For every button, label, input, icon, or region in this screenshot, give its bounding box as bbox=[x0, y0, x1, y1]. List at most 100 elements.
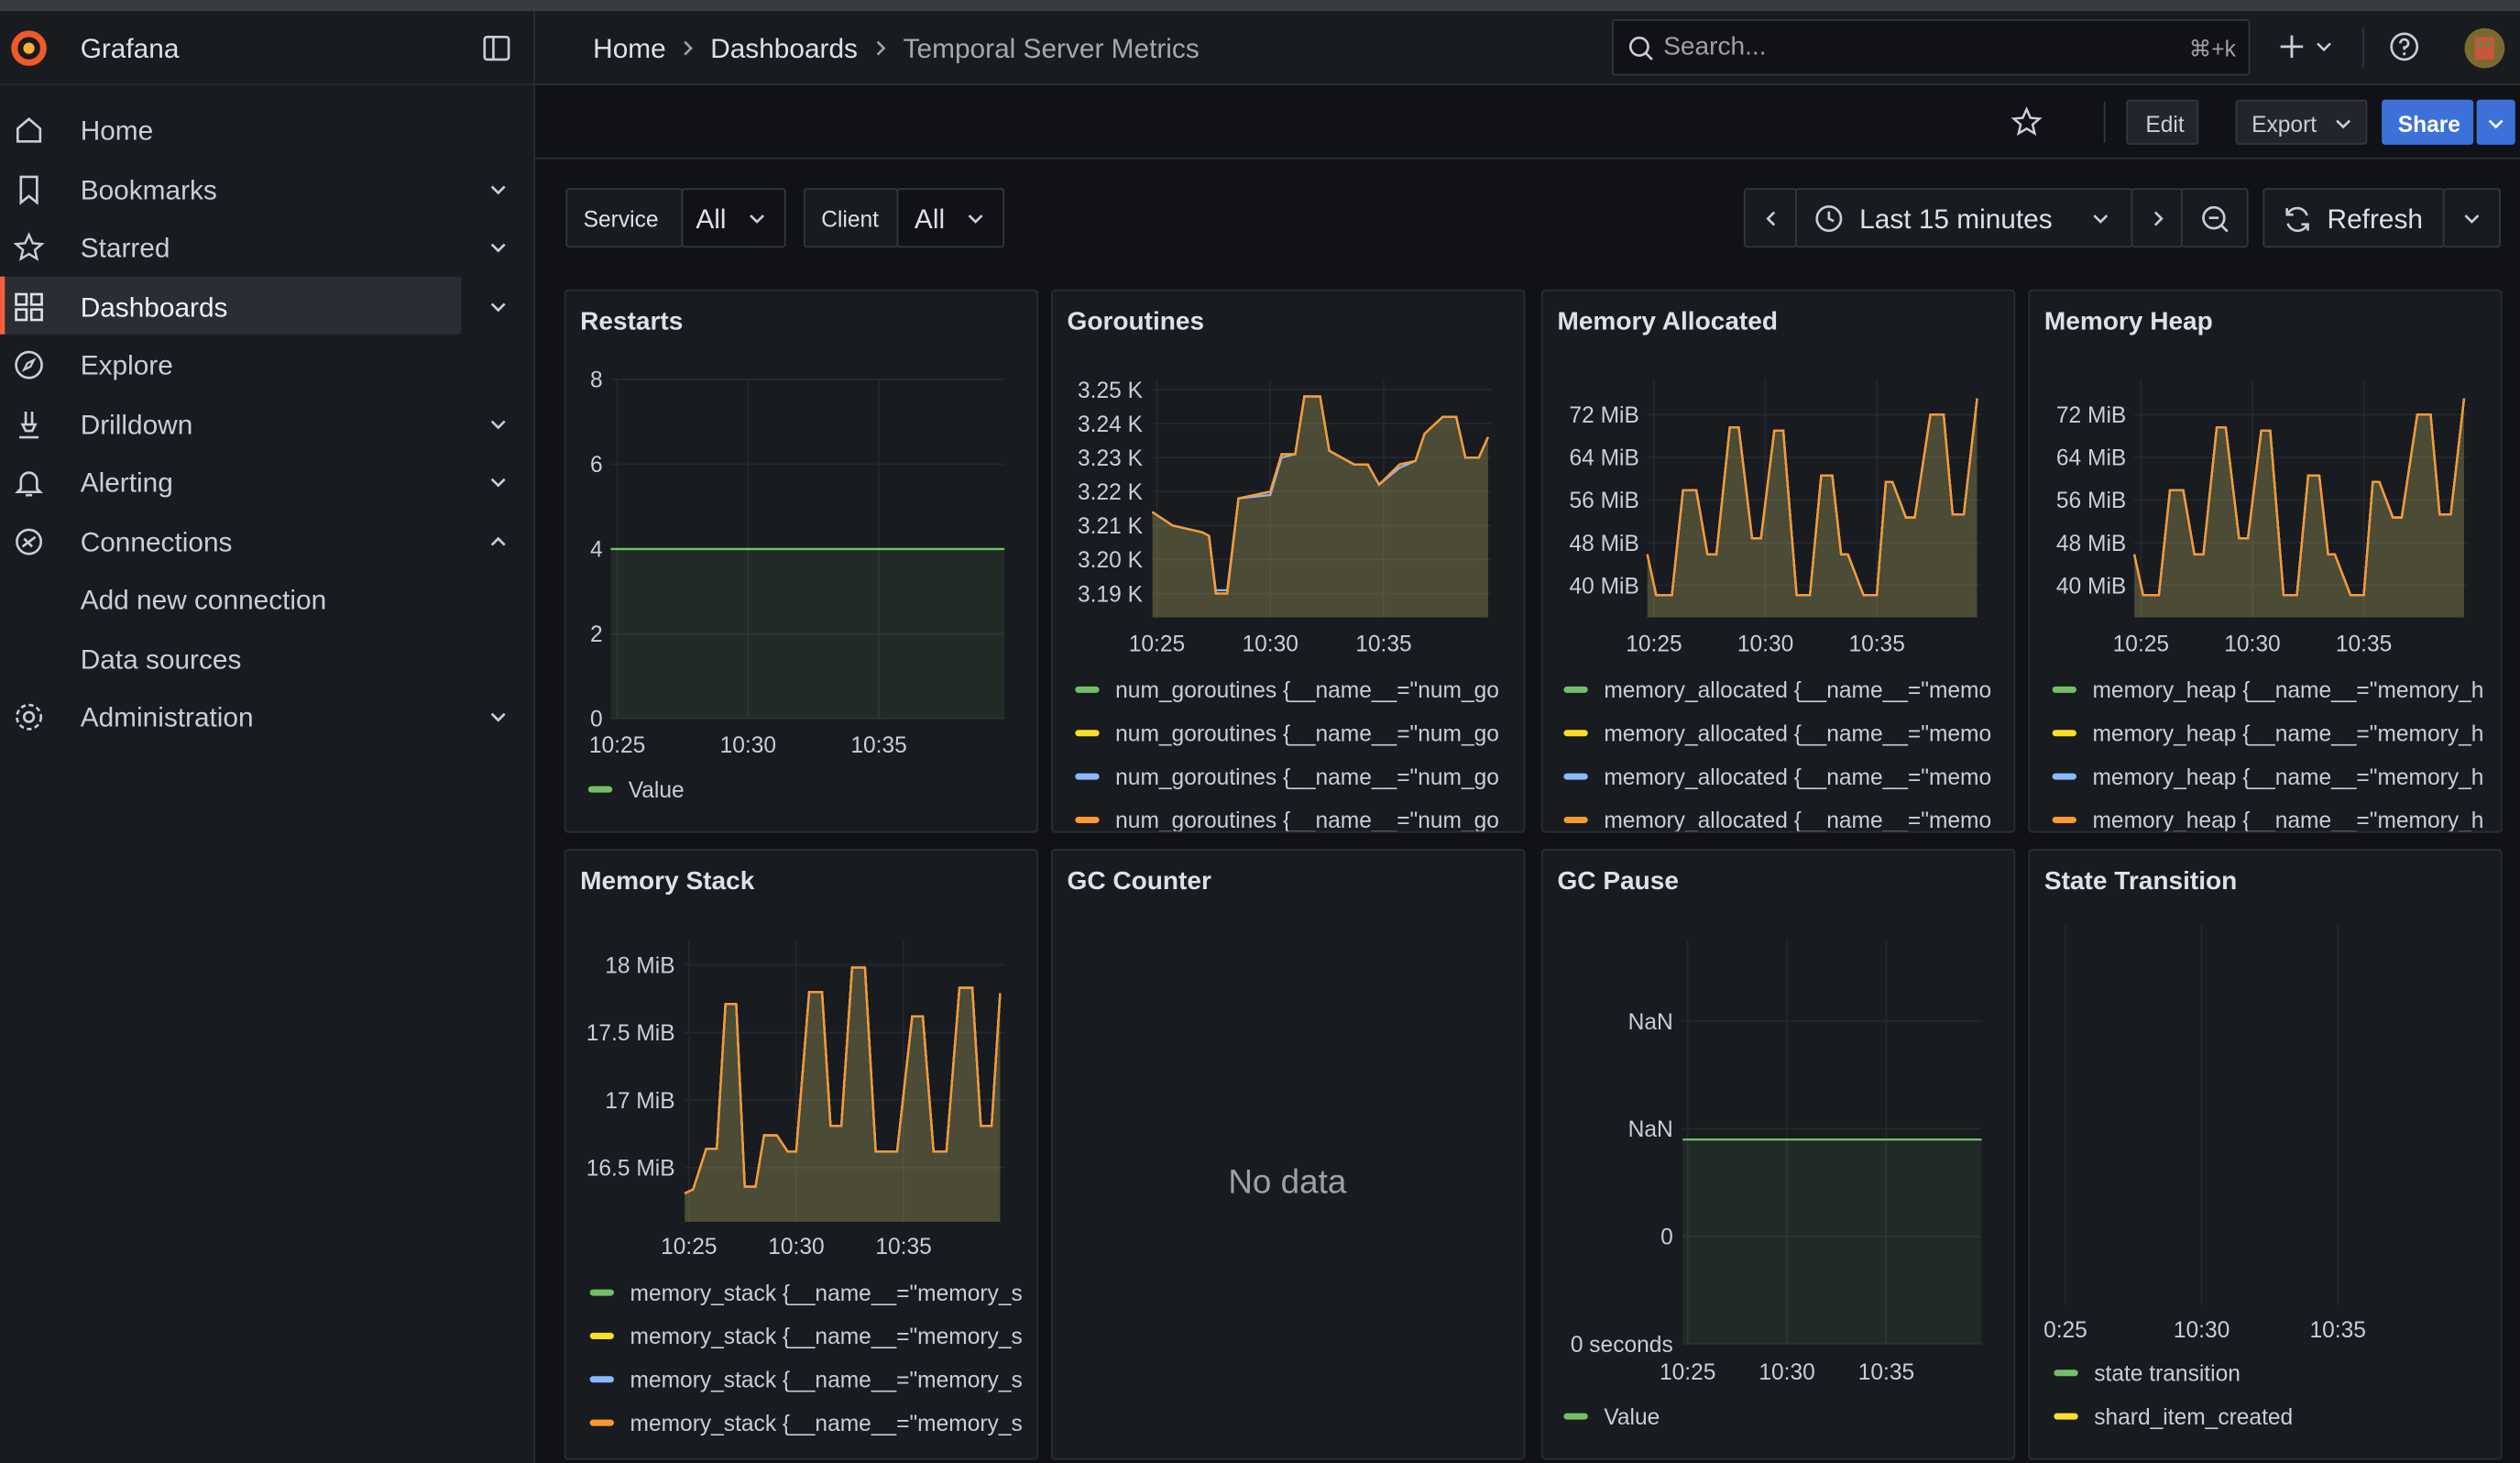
y-tick-label: 40 MiB bbox=[2056, 574, 2126, 599]
x-tick-label: 10:30 bbox=[1242, 632, 1298, 656]
legend-swatch bbox=[2053, 817, 2076, 823]
legend-label: num_goroutines {__name__="num_go bbox=[1115, 722, 1499, 747]
x-tick-label: 10:25 bbox=[1626, 632, 1682, 656]
y-tick-label: 3.19 K bbox=[1078, 582, 1144, 607]
legend-swatch bbox=[1075, 730, 1099, 736]
legend-label: num_goroutines {__name__="num_go bbox=[1115, 765, 1499, 790]
legend-label: memory_heap {__name__="memory_h bbox=[2092, 808, 2483, 833]
legend-label: memory_stack {__name__="memory_s bbox=[630, 1282, 1023, 1306]
series-area bbox=[610, 549, 1004, 719]
y-tick-label: 3.22 K bbox=[1078, 480, 1144, 505]
legend-swatch bbox=[590, 1376, 614, 1382]
x-tick-label: 10:30 bbox=[720, 733, 776, 758]
y-tick-label: 18 MiB bbox=[605, 953, 674, 978]
legend-swatch bbox=[2053, 774, 2076, 780]
legend-swatch bbox=[2053, 730, 2076, 736]
y-tick-label: 56 MiB bbox=[1569, 489, 1638, 513]
y-tick-label: 40 MiB bbox=[1569, 574, 1638, 599]
x-tick-label: 10:35 bbox=[1848, 632, 1904, 656]
x-tick-label: 10:25 bbox=[2113, 632, 2169, 656]
y-tick-label: 48 MiB bbox=[1569, 532, 1638, 556]
y-tick-label: 64 MiB bbox=[2056, 446, 2126, 471]
y-tick-label: NaN bbox=[1628, 1117, 1673, 1142]
y-tick-label: 4 bbox=[590, 538, 603, 563]
y-tick-label: 0 bbox=[1660, 1226, 1673, 1250]
y-tick-label: 72 MiB bbox=[1569, 403, 1638, 428]
legend-swatch bbox=[1563, 1414, 1587, 1420]
x-tick-label: 10:30 bbox=[768, 1235, 824, 1260]
legend-swatch bbox=[1563, 687, 1587, 693]
legend-swatch bbox=[2053, 687, 2076, 693]
x-tick-label: 10:25 bbox=[661, 1235, 717, 1260]
legend-label: memory_heap {__name__="memory_h bbox=[2092, 722, 2483, 747]
legend-swatch bbox=[1563, 730, 1587, 736]
y-tick-label: 2 bbox=[590, 622, 603, 647]
legend-label: memory_allocated {__name__="memo bbox=[1604, 722, 1991, 747]
legend-label: memory_heap {__name__="memory_h bbox=[2092, 678, 2483, 703]
y-tick-label: 48 MiB bbox=[2056, 532, 2126, 556]
legend-label: memory_allocated {__name__="memo bbox=[1604, 765, 1991, 790]
legend-swatch bbox=[590, 1333, 614, 1339]
legend-swatch bbox=[590, 1290, 614, 1296]
y-tick-label: 3.24 K bbox=[1078, 412, 1144, 437]
legend-label: num_goroutines {__name__="num_go bbox=[1115, 678, 1499, 703]
panel-title: Memory Heap bbox=[2044, 307, 2213, 336]
legend-label: memory_allocated {__name__="memo bbox=[1604, 808, 1991, 833]
y-tick-label: 3.20 K bbox=[1078, 548, 1144, 573]
x-tick-label: 10:30 bbox=[2224, 632, 2280, 656]
y-tick-label: 8 bbox=[590, 368, 603, 393]
panel-title: GC Pause bbox=[1557, 866, 1679, 895]
legend-swatch bbox=[1075, 687, 1099, 693]
legend-label: memory_heap {__name__="memory_h bbox=[2092, 765, 2483, 790]
x-tick-label: 10:35 bbox=[1355, 632, 1411, 656]
x-tick-label: 10:35 bbox=[1858, 1360, 1914, 1385]
x-tick-label: 0:25 bbox=[2043, 1318, 2087, 1343]
legend-label: memory_stack {__name__="memory_s bbox=[630, 1369, 1023, 1393]
y-tick-label: 3.23 K bbox=[1078, 446, 1144, 471]
panel-title: Restarts bbox=[580, 307, 683, 336]
legend-label: memory_stack {__name__="memory_s bbox=[630, 1412, 1023, 1436]
y-tick-label: 0 seconds bbox=[1571, 1333, 1673, 1358]
legend-swatch bbox=[1075, 817, 1099, 823]
legend-swatch bbox=[2054, 1370, 2077, 1376]
x-tick-label: 10:35 bbox=[2336, 632, 2392, 656]
y-tick-label: 17 MiB bbox=[605, 1089, 674, 1114]
legend-label: Value bbox=[629, 778, 685, 803]
legend-swatch bbox=[1563, 774, 1587, 780]
y-tick-label: 56 MiB bbox=[2056, 489, 2126, 513]
x-tick-label: 10:25 bbox=[589, 733, 645, 758]
y-tick-label: 0 bbox=[590, 708, 603, 732]
panel bbox=[1052, 850, 1525, 1459]
x-tick-label: 10:30 bbox=[1759, 1360, 1814, 1385]
panel-title: Memory Stack bbox=[580, 866, 755, 895]
legend-label: num_goroutines {__name__="num_go bbox=[1115, 808, 1499, 833]
y-tick-label: NaN bbox=[1628, 1010, 1673, 1035]
legend-swatch bbox=[588, 786, 612, 793]
series-area bbox=[1682, 1139, 1981, 1344]
x-tick-label: 10:25 bbox=[1660, 1360, 1715, 1385]
legend-label: shard_item_created bbox=[2094, 1405, 2293, 1430]
legend-swatch bbox=[1075, 774, 1099, 780]
panel-title: GC Counter bbox=[1068, 866, 1211, 895]
x-tick-label: 10:30 bbox=[2174, 1318, 2230, 1343]
x-tick-label: 10:25 bbox=[1129, 632, 1185, 656]
panel-title: State Transition bbox=[2044, 866, 2237, 895]
x-tick-label: 10:30 bbox=[1737, 632, 1793, 656]
legend-label: memory_allocated {__name__="memo bbox=[1604, 678, 1991, 703]
y-tick-label: 72 MiB bbox=[2056, 403, 2126, 428]
panel-title: Goroutines bbox=[1068, 307, 1205, 336]
legend-swatch bbox=[590, 1420, 614, 1426]
y-tick-label: 3.21 K bbox=[1078, 514, 1144, 539]
y-tick-label: 6 bbox=[590, 453, 603, 478]
no-data-message: No data bbox=[1228, 1162, 1347, 1200]
legend-label: state transition bbox=[2094, 1362, 2241, 1387]
panel-title: Memory Allocated bbox=[1557, 307, 1778, 336]
x-tick-label: 10:35 bbox=[2309, 1318, 2365, 1343]
legend-swatch bbox=[2054, 1414, 2077, 1420]
x-tick-label: 10:35 bbox=[850, 733, 906, 758]
legend-label: Value bbox=[1604, 1405, 1660, 1430]
